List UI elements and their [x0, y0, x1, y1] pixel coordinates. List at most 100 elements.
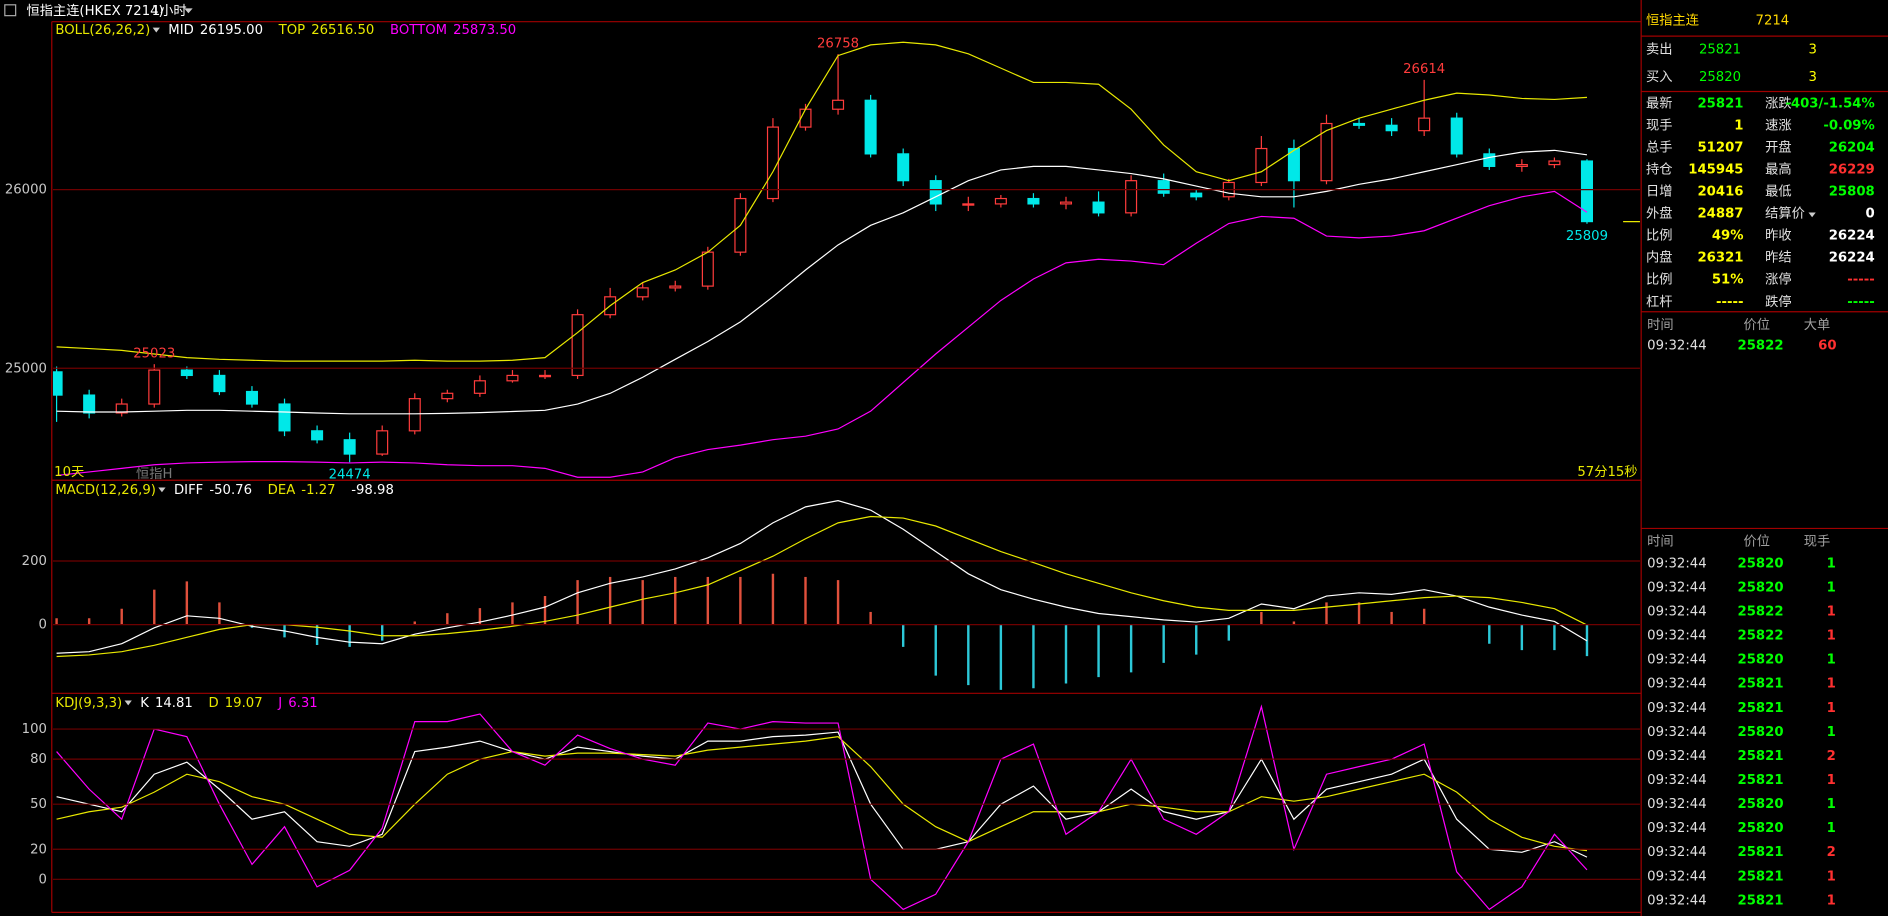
field-label: 比例 — [1646, 272, 1672, 288]
indicator-name: MACD(12,26,9) — [55, 483, 156, 498]
candle-body — [799, 108, 812, 128]
low-label: 24474 — [329, 467, 371, 482]
y-tick-label: 26000 — [5, 183, 47, 198]
candle-body — [864, 99, 877, 155]
field-value: 20416 — [1697, 185, 1743, 200]
candle-body — [311, 430, 324, 441]
y-tick-label: 20 — [30, 842, 47, 857]
field-value: 1 — [1734, 119, 1743, 134]
candle-body — [1059, 201, 1073, 205]
candle-body — [148, 369, 161, 405]
row-qty: 1 — [1827, 725, 1836, 740]
field-value: 145945 — [1688, 163, 1743, 178]
indicator-line — [56, 515, 1588, 658]
field-value: 26224 — [1829, 229, 1875, 244]
indicator-line — [56, 736, 1588, 852]
field-value: 24887 — [1697, 207, 1743, 222]
legend-value: 26516.50 — [311, 23, 374, 38]
candle-body — [636, 287, 649, 298]
row-price: 25820 — [1737, 821, 1783, 836]
field-value: ----- — [1716, 295, 1743, 310]
row-qty: 2 — [1827, 749, 1836, 764]
panel-borders — [51, 0, 1888, 916]
row-time: 09:32:44 — [1647, 604, 1706, 619]
candle-body — [245, 390, 258, 405]
dropdown-icon — [158, 487, 166, 493]
candle-body — [538, 374, 552, 378]
legend-value: 14.81 — [155, 696, 193, 711]
legend-value: 6.31 — [288, 696, 317, 711]
row-qty: 1 — [1827, 893, 1836, 908]
candle-body — [1092, 201, 1105, 214]
field-label: 外盘 — [1646, 205, 1672, 222]
row-time: 09:32:44 — [1647, 653, 1706, 668]
candle-body — [766, 126, 779, 200]
y-tick-label: 25000 — [5, 361, 47, 376]
quote-name: 恒指主连 — [1646, 12, 1699, 28]
candle-body — [571, 314, 584, 377]
row-price: 25820 — [1737, 580, 1783, 595]
field-label: 开盘 — [1765, 139, 1791, 156]
field-value: 25821 — [1697, 97, 1743, 112]
legend-value: 19.07 — [225, 696, 263, 711]
indicator-line — [56, 190, 1588, 478]
field-label: 最低 — [1765, 184, 1791, 200]
candle-body — [1450, 117, 1463, 155]
legend-value: -1.27 — [301, 483, 335, 498]
column-header: 现手 — [1804, 534, 1830, 550]
period-selector[interactable]: 1小时 — [152, 3, 187, 19]
candle-body — [832, 99, 845, 110]
row-time: 09:32:44 — [1647, 629, 1706, 644]
candle-body — [343, 439, 356, 455]
legend-name: K — [140, 696, 149, 711]
field-label: 持仓 — [1646, 162, 1672, 178]
row-qty: 1 — [1827, 701, 1836, 716]
field-label: 日增 — [1646, 184, 1672, 200]
row-qty: 1 — [1827, 797, 1836, 812]
legend-value: -98.98 — [351, 483, 394, 498]
field-value: 26229 — [1829, 163, 1875, 178]
candle-body — [473, 380, 486, 394]
dropdown-icon — [1808, 212, 1816, 218]
field-label: 结算价 — [1765, 206, 1805, 222]
row-qty: 1 — [1827, 773, 1836, 788]
row-time: 09:32:44 — [1647, 821, 1706, 836]
candle-body — [115, 403, 128, 414]
candle-body — [1548, 160, 1561, 166]
dropdown-icon[interactable] — [184, 8, 193, 14]
instrument-title: 恒指主连(HKEX 7214) — [26, 3, 163, 19]
column-header: 时间 — [1647, 317, 1673, 333]
field-value: 51207 — [1697, 141, 1743, 156]
row-qty: 1 — [1827, 629, 1836, 644]
column-header: 大单 — [1804, 317, 1830, 333]
dropdown-icon — [124, 700, 132, 706]
row-qty: 1 — [1827, 677, 1836, 692]
window-icon[interactable] — [4, 4, 17, 17]
row-qty: 1 — [1827, 653, 1836, 668]
field-value: -0.09% — [1823, 119, 1874, 134]
field-label: 涨停 — [1765, 271, 1791, 288]
column-header: 价位 — [1744, 534, 1770, 550]
row-qty: 1 — [1827, 869, 1836, 884]
row-price: 25821 — [1737, 845, 1783, 860]
indicator-line — [56, 41, 1588, 362]
row-time: 09:32:44 — [1647, 773, 1706, 788]
legend-name: MID — [168, 23, 194, 38]
legend-name: TOP — [278, 23, 306, 38]
candle-body — [1515, 164, 1528, 167]
plot-area — [56, 704, 1588, 911]
quote-code: 7214 — [1756, 13, 1790, 28]
book-qty: 3 — [1809, 70, 1817, 85]
column-header: 时间 — [1647, 534, 1673, 550]
indicator-line — [56, 704, 1588, 911]
row-price: 25821 — [1737, 749, 1783, 764]
candle-body — [897, 153, 910, 182]
field-label: 现手 — [1646, 118, 1672, 134]
row-time: 09:32:44 — [1647, 797, 1706, 812]
legend-value: -50.76 — [209, 483, 252, 498]
field-value: 26204 — [1829, 141, 1875, 156]
row-price: 25822 — [1737, 338, 1783, 353]
